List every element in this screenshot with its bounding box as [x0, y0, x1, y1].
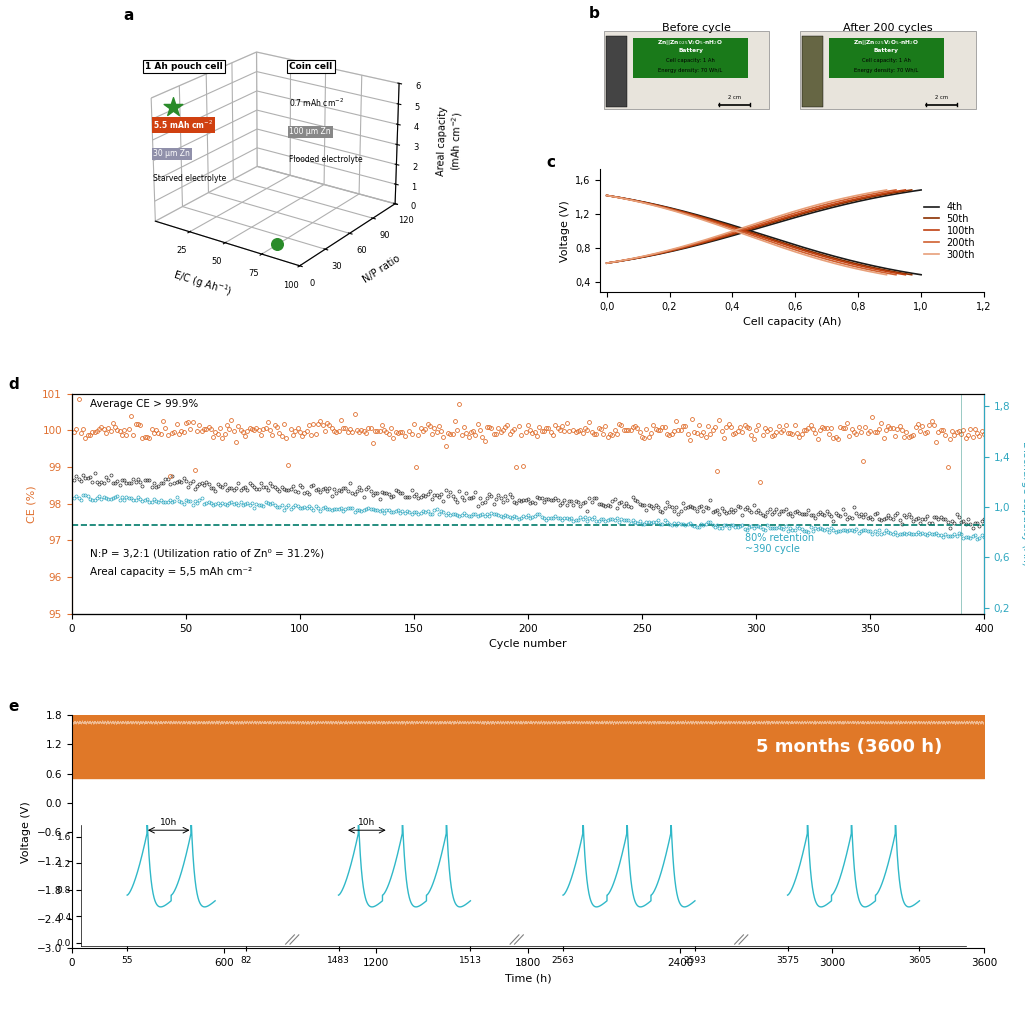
4th — [798, 241, 811, 253]
Y-axis label: Voltage (V): Voltage (V) — [22, 801, 31, 863]
Y-axis label: N/P ratio: N/P ratio — [361, 253, 402, 285]
Text: Areal capacity = 5,5 mAh cm⁻²: Areal capacity = 5,5 mAh cm⁻² — [90, 567, 252, 577]
Text: 100 μm Zn: 100 μm Zn — [289, 127, 331, 136]
4th — [725, 219, 737, 231]
Bar — [633, 38, 748, 78]
Text: Average CE > 99.9%: Average CE > 99.9% — [90, 399, 198, 409]
Text: 5.5 mAh cm$^{-2}$: 5.5 mAh cm$^{-2}$ — [154, 119, 213, 131]
300th — [804, 250, 816, 262]
50th — [792, 241, 805, 253]
Text: c: c — [546, 155, 556, 171]
300th — [711, 219, 724, 231]
Text: N:P = 3,2:1 (Utilization ratio of Zn⁰ = 31.2%): N:P = 3,2:1 (Utilization ratio of Zn⁰ = … — [90, 549, 324, 559]
200th — [695, 212, 707, 224]
Text: 5 months (3600 h): 5 months (3600 h) — [755, 738, 942, 756]
300th — [634, 196, 647, 208]
50th — [601, 190, 613, 202]
X-axis label: Cycle number: Cycle number — [489, 639, 567, 649]
Text: Battery: Battery — [678, 47, 703, 52]
X-axis label: E/C (g Ah$^{-1}$): E/C (g Ah$^{-1}$) — [170, 266, 234, 300]
50th — [905, 268, 917, 281]
X-axis label: Cell capacity (Ah): Cell capacity (Ah) — [743, 318, 842, 327]
300th — [692, 212, 704, 224]
Text: 10h: 10h — [359, 818, 375, 827]
Bar — [606, 36, 627, 107]
Y-axis label: Voltage (V): Voltage (V) — [560, 200, 570, 261]
200th — [601, 190, 613, 202]
Text: Flooded electrolyte: Flooded electrolyte — [289, 154, 363, 163]
100th — [816, 250, 828, 262]
300th — [601, 190, 613, 202]
100th — [637, 196, 649, 208]
Line: 300th: 300th — [607, 196, 887, 274]
200th — [636, 196, 648, 208]
Text: Cell capacity: 1 Ah: Cell capacity: 1 Ah — [666, 59, 715, 64]
Text: Zn||Zn$_{0.25}$V$_2$O$_5$·nH$_2$O: Zn||Zn$_{0.25}$V$_2$O$_5$·nH$_2$O — [853, 38, 919, 47]
Text: 2 cm: 2 cm — [728, 95, 741, 100]
Text: Before cycle: Before cycle — [662, 22, 731, 32]
Text: a: a — [124, 8, 134, 23]
Text: Zn||Zn$_{0.25}$V$_2$O$_5$·nH$_2$O: Zn||Zn$_{0.25}$V$_2$O$_5$·nH$_2$O — [657, 38, 724, 47]
Bar — [828, 38, 944, 78]
100th — [719, 219, 731, 231]
200th — [810, 250, 822, 262]
X-axis label: Time (h): Time (h) — [504, 974, 551, 984]
Text: 1 Ah pouch cell: 1 Ah pouch cell — [146, 63, 223, 71]
4th — [601, 190, 613, 202]
4th — [639, 196, 651, 208]
100th — [899, 268, 911, 281]
4th — [827, 250, 839, 262]
Text: 10h: 10h — [160, 818, 177, 827]
Y-axis label: CE (%): CE (%) — [27, 485, 37, 523]
100th — [698, 212, 710, 224]
4th — [829, 250, 842, 262]
Line: 200th: 200th — [607, 196, 896, 274]
300th — [803, 250, 815, 262]
Bar — [800, 30, 977, 109]
300th — [880, 268, 893, 281]
Text: e: e — [8, 698, 18, 713]
Text: Energy density: 70 Wh/L: Energy density: 70 Wh/L — [854, 68, 918, 73]
Bar — [802, 36, 823, 107]
300th — [777, 241, 789, 253]
200th — [782, 241, 794, 253]
Text: Coin cell: Coin cell — [289, 63, 333, 71]
4th — [915, 268, 928, 281]
Text: Battery: Battery — [873, 47, 899, 52]
50th — [722, 219, 734, 231]
50th — [821, 250, 833, 262]
Line: 4th: 4th — [607, 196, 921, 274]
Bar — [604, 30, 769, 109]
50th — [700, 212, 712, 224]
4th — [703, 212, 715, 224]
Legend: 4th, 50th, 100th, 200th, 300th: 4th, 50th, 100th, 200th, 300th — [920, 198, 979, 263]
50th — [638, 196, 650, 208]
Text: ~390 cycle: ~390 cycle — [744, 544, 800, 554]
Text: 2 cm: 2 cm — [935, 95, 948, 100]
Text: Starved electrolyte: Starved electrolyte — [154, 174, 227, 183]
Text: b: b — [589, 6, 600, 21]
Text: After 200 cycles: After 200 cycles — [844, 22, 933, 32]
200th — [890, 268, 902, 281]
200th — [811, 250, 823, 262]
100th — [788, 241, 801, 253]
Line: 50th: 50th — [607, 196, 911, 274]
Text: Cell capacity: 1 Ah: Cell capacity: 1 Ah — [862, 59, 910, 64]
Text: Energy density: 70 Wh/L: Energy density: 70 Wh/L — [658, 68, 723, 73]
Text: 0.7 mAh cm$^{-2}$: 0.7 mAh cm$^{-2}$ — [289, 97, 344, 109]
200th — [715, 219, 728, 231]
Line: 100th: 100th — [607, 196, 905, 274]
Text: d: d — [8, 377, 18, 393]
50th — [822, 250, 834, 262]
Y-axis label: Discharge capacity (Ah): Discharge capacity (Ah) — [1021, 441, 1025, 566]
Text: 30 μm Zn: 30 μm Zn — [154, 149, 191, 158]
100th — [601, 190, 613, 202]
100th — [818, 250, 830, 262]
Text: 80% retention: 80% retention — [744, 533, 814, 543]
